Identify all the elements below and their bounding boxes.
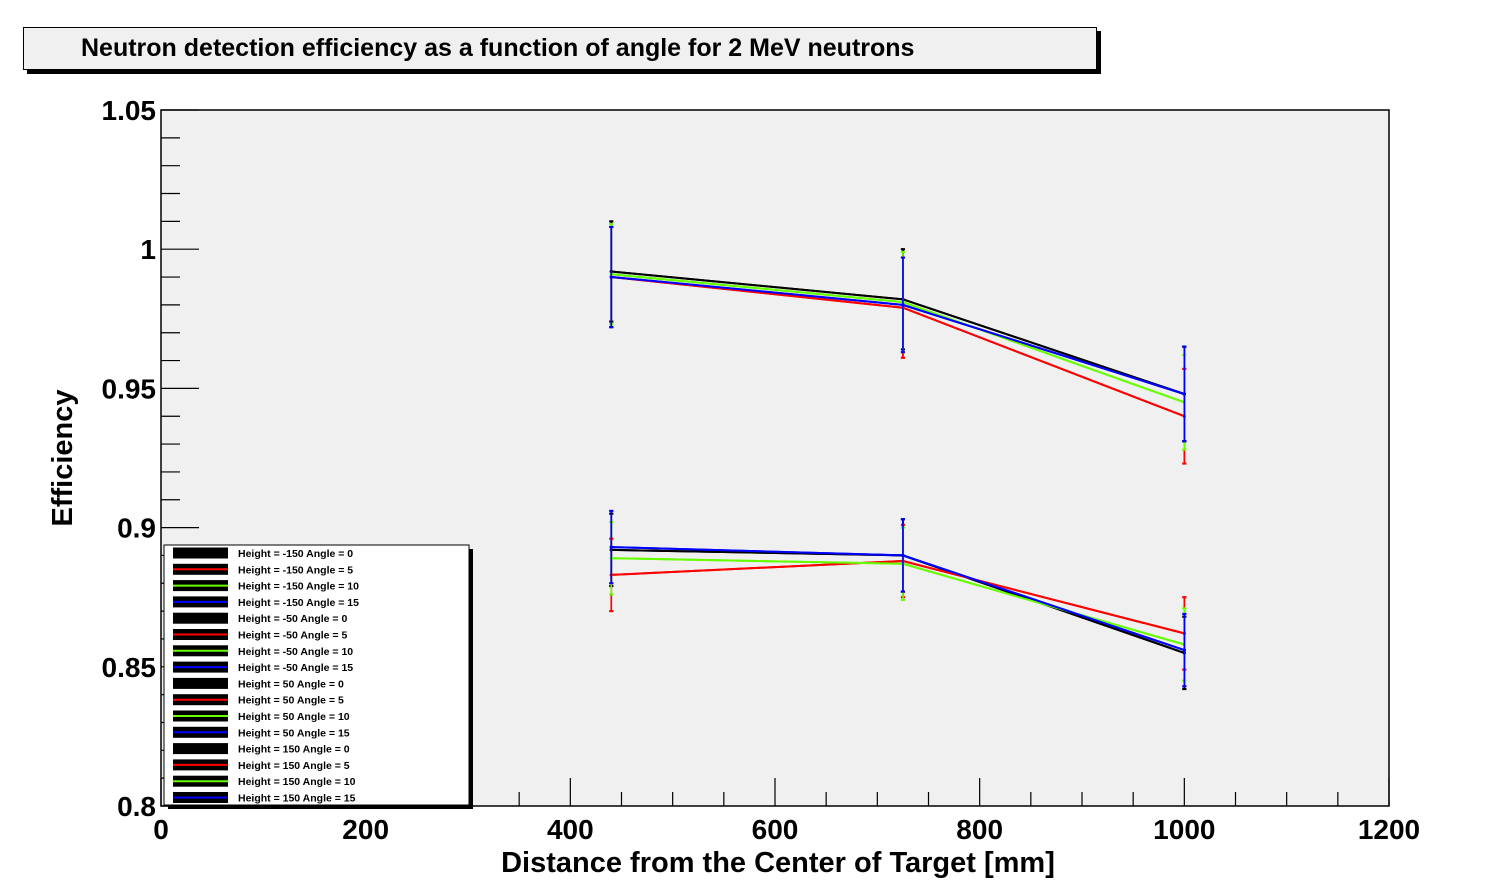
legend-label: Height = -150 Angle = 5 (238, 564, 353, 576)
y-tick-label: 0.9 (117, 513, 156, 544)
series (609, 225, 1187, 443)
data-point (609, 545, 613, 549)
data-point (1182, 392, 1186, 396)
chart-title: Neutron detection efficiency as a functi… (81, 34, 915, 62)
y-tick-label: 0.95 (102, 373, 157, 404)
legend-label: Height = -150 Angle = 10 (238, 581, 359, 593)
series (609, 509, 1187, 688)
y-axis-label: Efficiency (47, 390, 79, 527)
axis-ticks: 0 200 400 600 800 1000 1200 0.8 0.85 0.9 0.95 1 1.05 (102, 95, 1421, 845)
x-axis-label: Distance from the Center of Target [mm] (501, 847, 1055, 879)
title-box: Neutron detection efficiency as a functi… (23, 27, 1097, 70)
legend-label: Height = 50 Angle = 15 (238, 727, 350, 739)
y-tick-label: 0.85 (102, 652, 157, 683)
x-tick-label: 400 (547, 814, 594, 845)
legend-label: Height = 50 Angle = 0 (238, 678, 344, 690)
y-tick-label: 0.8 (117, 791, 156, 822)
data-point (609, 275, 613, 279)
series-layer (609, 220, 1187, 691)
x-tick-label: 600 (752, 814, 799, 845)
legend-label: Height = -50 Angle = 10 (238, 646, 353, 658)
x-tick-label: 800 (956, 814, 1003, 845)
legend-label: Height = 150 Angle = 5 (238, 760, 350, 772)
legend: Height = -150 Angle = 0 Height = -150 Ang… (163, 544, 473, 809)
legend-label: Height = -50 Angle = 15 (238, 662, 353, 674)
data-point (901, 553, 905, 558)
data-point (1182, 648, 1186, 652)
legend-label: Height = 50 Angle = 10 (238, 711, 350, 723)
y-tick-label: 1.05 (102, 95, 157, 126)
legend-label: Height = -150 Angle = 15 (238, 597, 359, 609)
legend-label: Height = 150 Angle = 0 (238, 744, 350, 756)
x-tick-label: 0 (153, 814, 169, 845)
legend-label: Height = -50 Angle = 5 (238, 630, 347, 642)
legend-label: Height = 150 Angle = 10 (238, 776, 356, 788)
data-point (901, 303, 905, 307)
legend-label: Height = -150 Angle = 0 (238, 548, 353, 560)
x-tick-label: 1000 (1153, 814, 1215, 845)
x-tick-label: 1200 (1358, 814, 1420, 845)
legend-label: Height = 50 Angle = 5 (238, 695, 344, 707)
legend-label: Height = 150 Angle = 15 (238, 793, 356, 805)
y-tick-label: 1 (140, 234, 156, 265)
legend-label: Height = -50 Angle = 0 (238, 613, 347, 625)
x-tick-label: 200 (342, 814, 389, 845)
